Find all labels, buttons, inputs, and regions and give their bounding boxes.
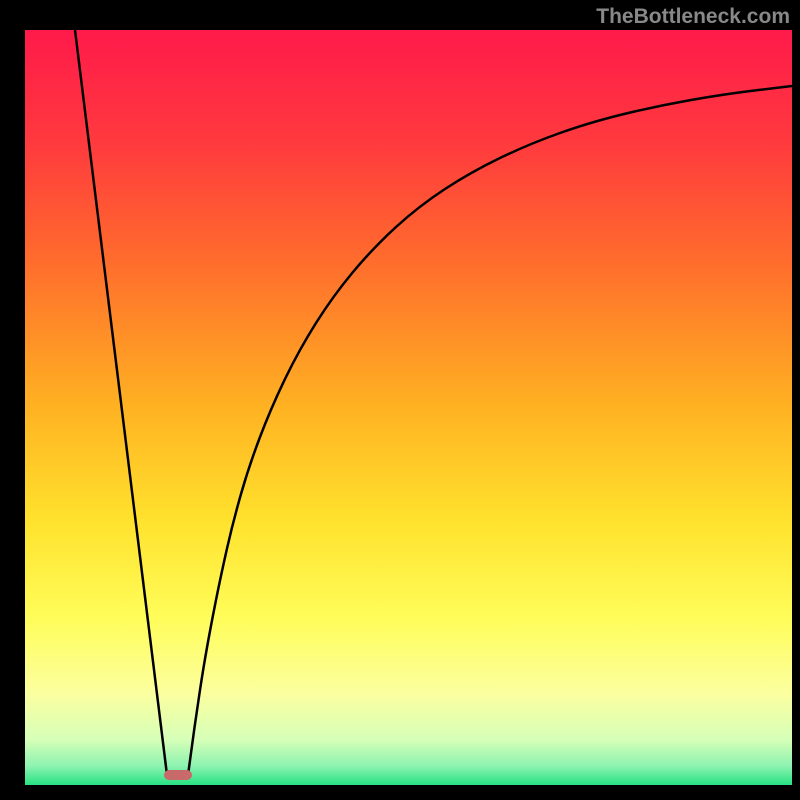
bottleneck-curve [25,30,792,785]
curve-right-segment [188,86,792,775]
chart-container: TheBottleneck.com [0,0,800,800]
watermark-text: TheBottleneck.com [596,5,790,29]
curve-left-segment [75,30,167,775]
minimum-marker [164,770,192,780]
plot-area [25,30,792,785]
